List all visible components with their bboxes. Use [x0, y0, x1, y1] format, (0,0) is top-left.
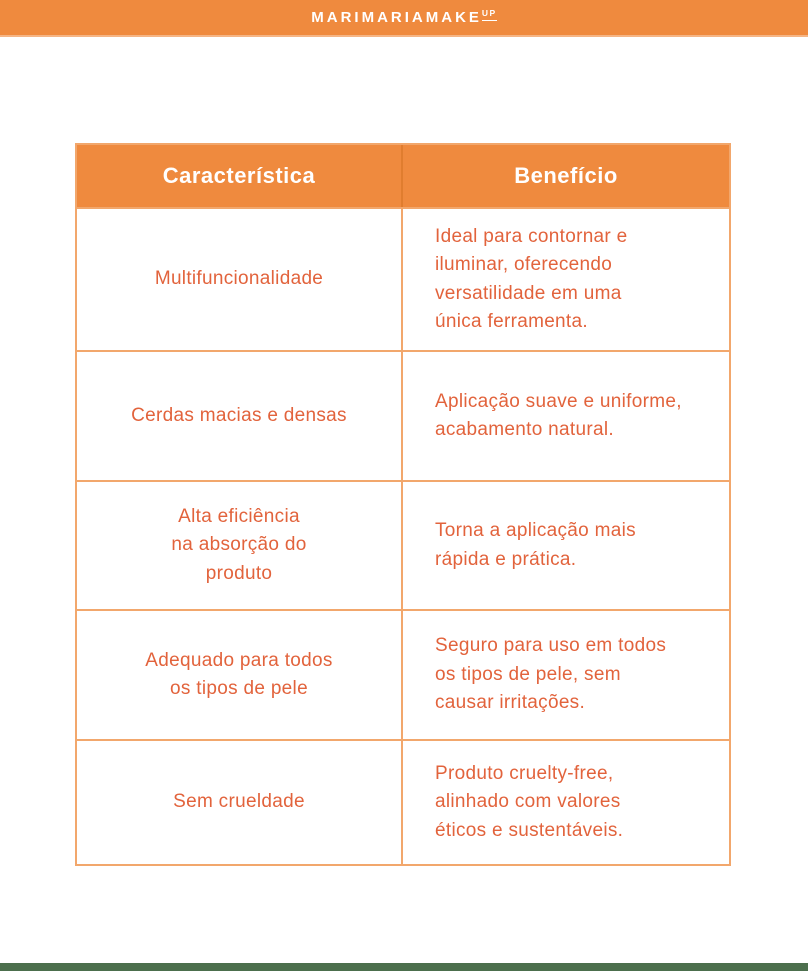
- column-header-feature: Característica: [77, 145, 403, 207]
- feature-cell: Alta eficiência na absorção do produto: [77, 482, 403, 609]
- table-row: Cerdas macias e densas Aplicação suave e…: [77, 350, 729, 480]
- table-header-row: Característica Benefício: [77, 145, 729, 207]
- brand-banner: MARIMARIAMAKE UP: [0, 0, 808, 37]
- feature-cell: Cerdas macias e densas: [77, 352, 403, 480]
- brand-logo: MARIMARIAMAKE UP: [311, 9, 497, 26]
- feature-cell: Sem crueldade: [77, 741, 403, 864]
- benefit-cell: Torna a aplicação mais rápida e prática.: [435, 520, 636, 570]
- feature-cell: Adequado para todos os tipos de pele: [77, 611, 403, 739]
- table-row: Alta eficiência na absorção do produto T…: [77, 480, 729, 609]
- brand-logo-text: MARIMARIAMAKE: [311, 9, 482, 26]
- table-row: Adequado para todos os tipos de pele Seg…: [77, 609, 729, 739]
- feature-benefit-table: Característica Benefício Multifuncionali…: [75, 143, 731, 866]
- table-row: Multifuncionalidade Ideal para contornar…: [77, 207, 729, 350]
- benefit-cell: Aplicação suave e uniforme, acabamento n…: [435, 390, 682, 441]
- footer-green-bar: [0, 963, 808, 971]
- column-header-benefit: Benefício: [514, 163, 618, 188]
- table-row: Sem crueldade Produto cruelty-free, alin…: [77, 739, 729, 864]
- brand-logo-superscript: UP: [481, 9, 497, 21]
- benefit-cell: Produto cruelty-free, alinhado com valor…: [435, 762, 624, 841]
- benefit-cell: Ideal para contornar e iluminar, oferece…: [435, 225, 628, 333]
- benefit-cell: Seguro para uso em todos os tipos de pel…: [435, 635, 667, 714]
- feature-cell: Multifuncionalidade: [77, 209, 403, 350]
